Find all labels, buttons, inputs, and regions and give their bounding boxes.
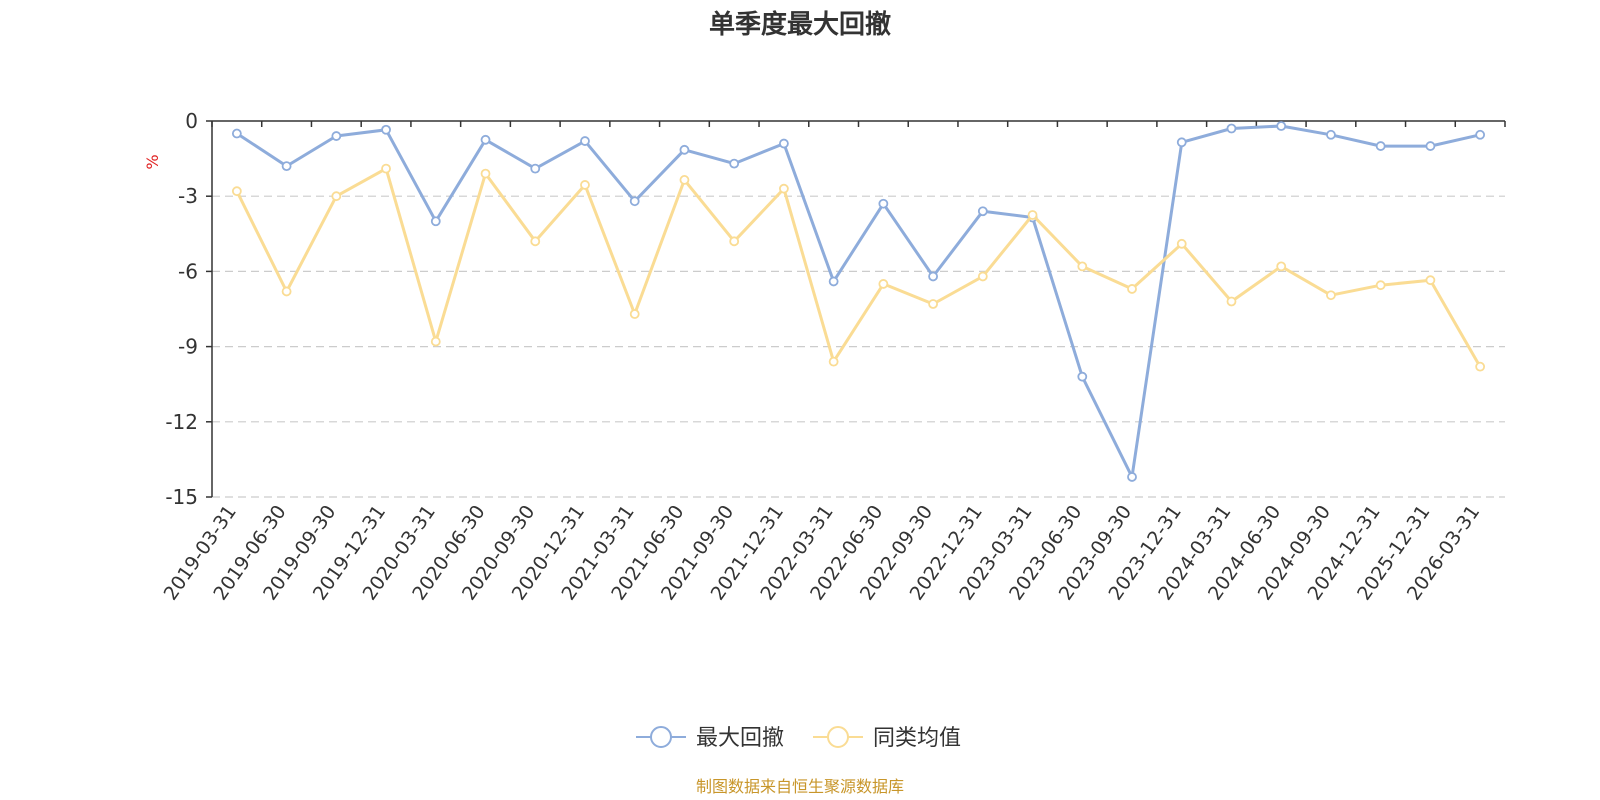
data-point[interactable] [381,163,391,174]
data-point[interactable] [779,183,789,194]
legend-circle-icon [827,726,849,748]
data-point[interactable] [331,191,342,202]
legend-circle-icon [650,726,672,748]
data-point[interactable] [629,309,640,319]
data-point[interactable] [1276,121,1287,131]
data-point[interactable] [1375,141,1386,151]
data-point[interactable] [878,198,889,209]
legend-item-1[interactable]: 最大回撤 [636,726,784,751]
data-point[interactable] [430,336,441,347]
data-point[interactable] [1176,137,1187,148]
data-point[interactable] [878,279,889,289]
data-point[interactable] [977,271,988,282]
data-point[interactable] [928,271,938,282]
data-point[interactable] [828,276,839,287]
series-line-2 [235,167,1482,368]
data-point[interactable] [580,136,590,146]
data-point[interactable] [1425,141,1436,151]
data-point[interactable] [580,180,590,190]
data-point[interactable] [231,128,242,139]
series-lines [231,121,1486,482]
data-point[interactable] [231,186,242,197]
data-point[interactable] [729,158,740,169]
data-point[interactable] [1176,238,1187,249]
y-tick-label: -9 [178,335,198,359]
grid-lines [212,195,1505,498]
data-point[interactable] [1127,472,1137,482]
data-point[interactable] [729,236,740,247]
y-tick-label: -6 [178,259,198,283]
legend-label: 同类均值 [873,726,961,751]
series-line-1 [236,124,1481,479]
data-point[interactable] [1475,129,1486,140]
chart-title: 单季度最大回撤 [709,9,891,40]
data-point[interactable] [281,161,292,172]
data-point[interactable] [928,299,938,309]
data-point[interactable] [679,175,690,185]
data-point[interactable] [480,168,491,179]
data-point[interactable] [1475,361,1486,372]
data-point[interactable] [381,124,391,135]
data-point[interactable] [530,236,541,247]
data-point[interactable] [281,286,292,297]
data-point[interactable] [1077,261,1088,272]
data-point[interactable] [530,163,541,174]
data-point[interactable] [828,356,839,367]
data-point[interactable] [1326,129,1336,140]
legend[interactable]: 最大回撤 同类均值 [636,726,961,751]
data-point[interactable] [331,131,342,141]
data-point[interactable] [480,134,491,145]
data-point[interactable] [1326,290,1336,301]
data-point[interactable] [679,144,690,155]
y-axis-unit-label: % [143,154,162,169]
data-point[interactable] [430,216,441,227]
data-point[interactable] [1226,123,1237,134]
data-point[interactable] [1127,284,1137,294]
y-tick-label: 0 [185,109,198,133]
data-point[interactable] [779,138,789,149]
y-tick-label: -15 [165,485,198,509]
data-point[interactable] [1276,261,1287,272]
legend-item-2[interactable]: 同类均值 [813,726,961,751]
data-point[interactable] [629,196,640,207]
data-point[interactable] [977,206,988,217]
data-point[interactable] [1077,371,1088,382]
y-tick-label: -3 [178,184,198,208]
data-point[interactable] [1226,296,1237,307]
data-point[interactable] [1375,280,1386,291]
data-source-note: 制图数据来自恒生聚源数据库 [696,777,904,796]
data-point[interactable] [1425,275,1436,286]
legend-label: 最大回撤 [696,726,784,751]
y-tick-label: -12 [165,410,198,434]
data-point[interactable] [1027,210,1038,220]
